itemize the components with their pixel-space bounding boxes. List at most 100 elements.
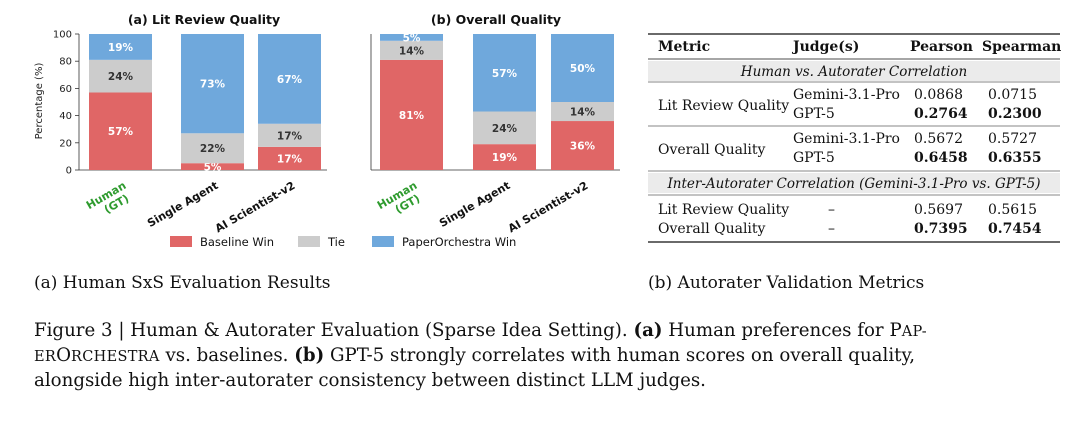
y-tick-label: 0 — [66, 166, 72, 177]
bar-segment-baseline-win — [551, 121, 614, 170]
y-tick-label: 60 — [59, 84, 72, 95]
chart-lit-review: (a) Lit Review Quality Percentage (%) 0 2… — [34, 12, 327, 235]
y-axis-label: Percentage (%) — [34, 63, 45, 140]
row-overall-judge1: Gemini-3.1-Pro — [793, 131, 900, 147]
y-tick-label: 80 — [59, 57, 72, 68]
bar-segment-baseline-win — [473, 144, 536, 170]
row-inter-lit-metric: Lit Review Quality — [658, 202, 789, 218]
caption-a-text-2: vs. baselines. — [165, 345, 289, 366]
x-tick-label: Single Agent — [437, 179, 512, 230]
legend-swatch-baseline — [170, 236, 192, 247]
row-lit-review-metric: Lit Review Quality — [658, 98, 789, 114]
x-tick-line: AI Scientist-v2 — [506, 179, 591, 235]
data-label: 24% — [492, 123, 518, 135]
data-label: 5% — [204, 162, 222, 174]
chart-overall-quality: (b) Overall Quality 81%14%5%Human(GT)19%… — [370, 12, 620, 235]
bar-segment-tie — [89, 59, 152, 93]
row-overall-spearman1: 0.5727 — [988, 131, 1037, 147]
section-inter-autorater: Inter-Autorater Correlation (Gemini-3.1-… — [666, 176, 1040, 192]
x-tick-label: Human(GT) — [375, 179, 426, 223]
bar-segment-tie — [258, 123, 321, 147]
bar-segment-tie — [473, 111, 536, 145]
bar-segment-baseline-win — [380, 59, 443, 171]
bar-segment-tie — [181, 133, 244, 164]
row-inter-overall-judge: – — [828, 221, 835, 237]
bar-segment-baseline-win — [89, 92, 152, 170]
data-label: 36% — [570, 141, 596, 153]
row-lit-review-judge1: Gemini-3.1-Pro — [793, 87, 900, 103]
caption-line-3: alongside high inter-autorater consisten… — [34, 370, 706, 391]
row-inter-overall-metric: Overall Quality — [658, 221, 766, 237]
data-label: 24% — [108, 71, 134, 83]
data-label: 73% — [200, 79, 226, 91]
row-lit-review-spearman1: 0.0715 — [988, 87, 1037, 103]
th-judges: Judge(s) — [791, 39, 859, 55]
metrics-table: Metric Judge(s) Pearson Spearman Human v… — [648, 33, 1061, 243]
x-tick-label: Single Agent — [145, 179, 220, 230]
data-label: 22% — [200, 143, 226, 155]
row-lit-review-judge2: GPT-5 — [793, 106, 835, 122]
legend-swatch-tie — [298, 236, 320, 247]
data-label: 14% — [570, 107, 596, 119]
caption-a-tag: (a) — [633, 320, 663, 341]
section-band-1 — [648, 61, 1060, 81]
bar-segment-baseline-win — [258, 146, 321, 170]
caption-name-p: P — [889, 320, 902, 341]
x-tick-label: Human(GT) — [84, 179, 135, 223]
data-label: 50% — [570, 63, 596, 75]
data-label: 14% — [399, 45, 425, 57]
legend-paperorchestra: PaperOrchestra Win — [402, 235, 516, 249]
data-label: 19% — [108, 42, 134, 54]
caption-name-rchestra: RCHESTRA — [71, 349, 160, 365]
x-tick-line: AI Scientist-v2 — [213, 179, 298, 235]
chart-b-title: (b) Overall Quality — [431, 12, 561, 27]
legend-baseline: Baseline Win — [200, 235, 274, 249]
bar-segment-paperorchestra-win — [181, 34, 244, 134]
row-overall-judge2: GPT-5 — [793, 150, 835, 166]
y-tick-label: 100 — [53, 30, 72, 41]
x-tick-line: Single Agent — [437, 179, 512, 230]
row-inter-lit-judge: – — [828, 202, 835, 218]
bar-segment-tie — [551, 102, 614, 122]
chart-a-title: (a) Lit Review Quality — [128, 12, 280, 27]
caption-prefix: Figure 3 | Human & Autorater Evaluation … — [34, 320, 628, 341]
th-pearson: Pearson — [910, 39, 973, 55]
row-inter-lit-spearman: 0.5615 — [988, 202, 1037, 218]
bar-segment-tie — [380, 40, 443, 60]
x-tick-label: AI Scientist-v2 — [213, 179, 298, 235]
caption-name-er: ER — [34, 349, 57, 365]
row-overall-metric: Overall Quality — [658, 142, 766, 158]
data-label: 19% — [492, 152, 518, 164]
data-label: 67% — [277, 74, 303, 86]
data-label: 17% — [277, 153, 303, 165]
data-label: 57% — [492, 68, 518, 80]
legend-swatch-paperorchestra — [372, 236, 394, 247]
data-label: 5% — [403, 32, 421, 44]
th-spearman: Spearman — [982, 39, 1061, 55]
section-human-vs-autorater: Human vs. Autorater Correlation — [740, 64, 967, 80]
bar-segment-paperorchestra-win — [380, 34, 443, 41]
bar-segment-paperorchestra-win — [551, 34, 614, 102]
caption-line-2: ERORCHESTRA vs. baselines. (b) GPT-5 str… — [34, 343, 1064, 368]
subcaption-b: (b) Autorater Validation Metrics — [648, 273, 924, 293]
row-inter-overall-spearman: 0.7454 — [988, 221, 1042, 237]
row-lit-review-spearman2: 0.2300 — [988, 106, 1042, 122]
row-lit-review-pearson2: 0.2764 — [914, 106, 968, 122]
x-tick-line: Single Agent — [145, 179, 220, 230]
y-tick-label: 20 — [59, 138, 72, 149]
data-label: 81% — [399, 110, 425, 122]
section-band-2 — [648, 173, 1060, 193]
caption-name-ap: AP- — [901, 324, 927, 340]
row-lit-review-pearson1: 0.0868 — [914, 87, 963, 103]
subcaption-a: (a) Human SxS Evaluation Results — [34, 273, 331, 293]
row-inter-lit-pearson: 0.5697 — [914, 202, 963, 218]
row-overall-pearson2: 0.6458 — [914, 150, 968, 166]
bar-segment-paperorchestra-win — [89, 34, 152, 60]
data-label: 57% — [108, 126, 134, 138]
bar-segment-baseline-win — [181, 163, 244, 170]
caption-a-text-1: Human preferences for — [668, 320, 884, 341]
row-overall-pearson1: 0.5672 — [914, 131, 963, 147]
caption-b-text-1: GPT-5 strongly correlates with human sco… — [329, 345, 916, 366]
legend-tie: Tie — [327, 235, 345, 249]
